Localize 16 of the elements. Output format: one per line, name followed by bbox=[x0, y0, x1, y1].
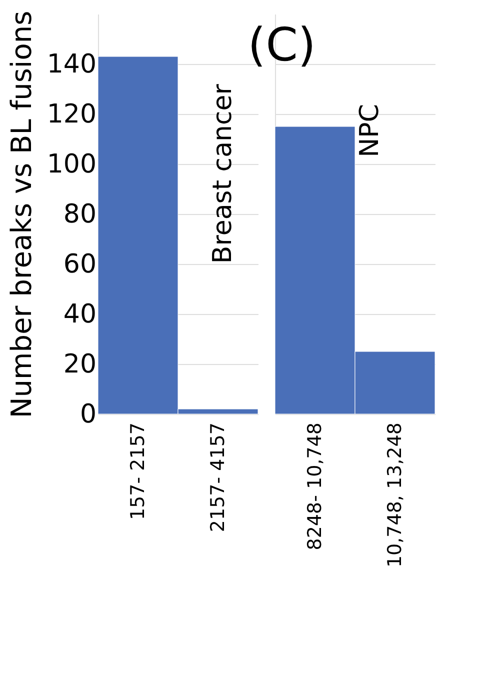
y-tick-label: 20 bbox=[63, 350, 96, 380]
y-tick-label: 0 bbox=[80, 400, 96, 430]
y-tick-label: 60 bbox=[63, 250, 96, 280]
y-tick-label: 80 bbox=[63, 200, 96, 230]
annotation: NPC bbox=[355, 104, 385, 158]
y-axis-title: Number breaks vs BL fusions bbox=[4, 10, 38, 418]
x-tick-label: 157- 2157 bbox=[127, 422, 149, 520]
x-tick-label: 10,748, 13,248 bbox=[384, 422, 406, 568]
y-tick-label: 120 bbox=[46, 100, 96, 130]
y-tick-label: 140 bbox=[46, 50, 96, 80]
y-tick-label: 40 bbox=[63, 300, 96, 330]
annotation: Breast cancer bbox=[208, 84, 238, 264]
x-tick-label: 2157- 4157 bbox=[207, 422, 229, 532]
y-tick-label: 100 bbox=[46, 150, 96, 180]
chart-title: (C) bbox=[248, 17, 316, 72]
x-tick-label: 8248- 10,748 bbox=[304, 422, 326, 550]
